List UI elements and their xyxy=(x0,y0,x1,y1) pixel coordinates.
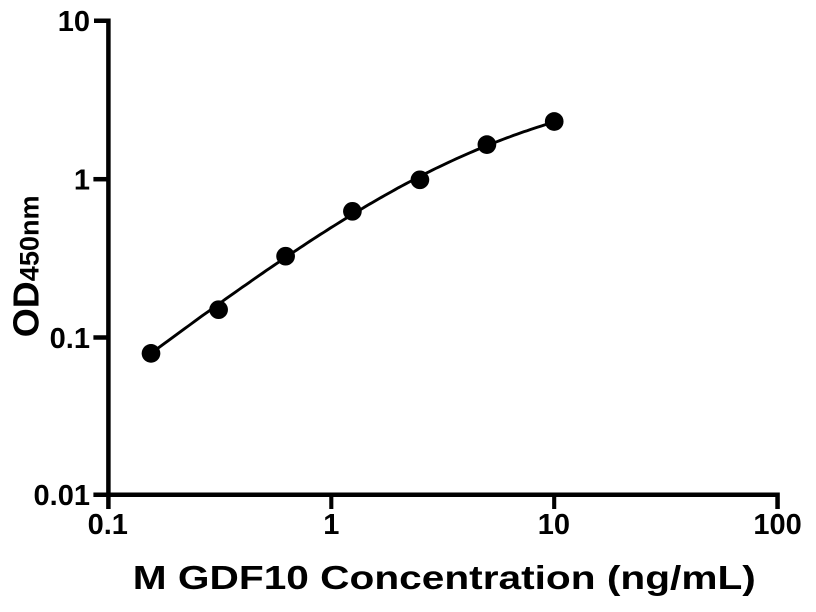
svg-text:0.01: 0.01 xyxy=(34,480,90,512)
svg-text:10: 10 xyxy=(58,6,90,38)
svg-text:0.1: 0.1 xyxy=(50,323,90,355)
svg-text:10: 10 xyxy=(538,509,570,541)
svg-text:100: 100 xyxy=(753,509,801,541)
svg-text:0.1: 0.1 xyxy=(88,509,128,541)
svg-text:M GDF10 Concentration (ng/mL): M GDF10 Concentration (ng/mL) xyxy=(133,560,756,597)
svg-text:1: 1 xyxy=(74,165,90,197)
svg-text:OD450nm: OD450nm xyxy=(6,195,47,337)
svg-text:1: 1 xyxy=(323,509,339,541)
